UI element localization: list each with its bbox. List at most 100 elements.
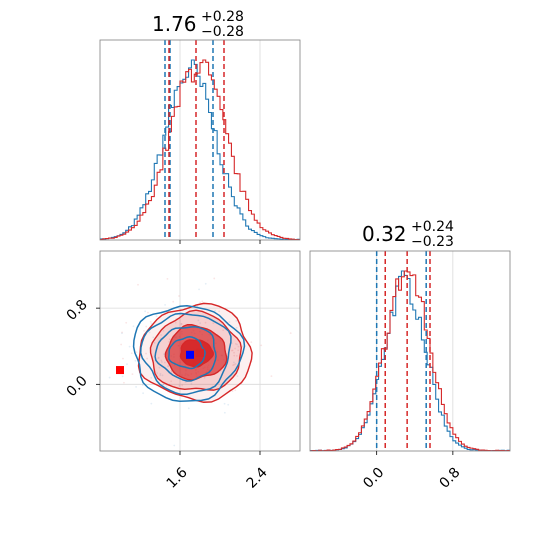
contour-line-blue-1 [154, 325, 217, 382]
scatter-point [167, 365, 169, 368]
scatter-point [236, 343, 239, 346]
tick-label-joint-x-0: 1.6 [164, 465, 191, 492]
scatter-point [160, 359, 163, 362]
scatter-point [87, 360, 89, 362]
histogram-param1-red [100, 59, 300, 240]
scatter-point [148, 331, 151, 334]
scatter-point [64, 366, 66, 368]
scatter-point [230, 349, 233, 352]
contour-line-blue-2 [139, 312, 232, 396]
scatter-point [212, 322, 215, 325]
scatter-point [125, 321, 128, 324]
scatter-point [168, 340, 171, 343]
scatter-point [222, 329, 225, 332]
scatter-point [134, 359, 137, 362]
scatter-point [143, 329, 145, 332]
tick-label-joint-x-1: 2.4 [244, 465, 271, 492]
scatter-point [237, 345, 240, 348]
scatter-point [150, 402, 153, 405]
scatter-point [178, 295, 180, 297]
scatter-point [157, 357, 160, 360]
marker-red-outlier [116, 366, 124, 375]
title-param2-minus: −0.23 [411, 234, 454, 250]
ticks-param1-x [179, 240, 261, 244]
scatter-point [128, 345, 131, 348]
ticks-param2-x: 0.0 0.8 [360, 451, 464, 492]
scatter-point [147, 311, 149, 314]
scatter-point [157, 356, 160, 359]
scatter-point [197, 319, 200, 322]
joint-markers [116, 348, 204, 375]
scatter-point [142, 392, 145, 395]
scatter-point [213, 277, 216, 280]
scatter-point [232, 364, 235, 367]
scatter-point [121, 375, 124, 378]
scatter-point [270, 375, 273, 378]
scatter-point [223, 411, 226, 414]
scatter-point [187, 407, 190, 410]
scatter-point [145, 325, 148, 328]
scatter-point [234, 347, 237, 350]
scatter-point [235, 319, 238, 322]
scatter-point [241, 345, 244, 348]
scatter-point [227, 403, 230, 406]
histogram-param2-blue [310, 270, 510, 451]
scatter-point [167, 364, 170, 367]
scatter-point [234, 389, 237, 392]
scatter-point [152, 336, 155, 339]
scatter-point [214, 309, 217, 312]
scatter-point [223, 402, 226, 405]
scatter-point [199, 322, 202, 325]
scatter-point [235, 326, 238, 329]
scatter-point [190, 382, 193, 385]
scatter-point [132, 325, 135, 328]
quantile-lines-param1 [164, 40, 225, 240]
joint-contours [132, 302, 253, 403]
scatter-point [164, 361, 166, 364]
tick-label-param2-1: 0.8 [436, 465, 463, 492]
scatter-point [289, 332, 292, 335]
scatter-point [122, 357, 124, 360]
scatter-point [156, 372, 159, 375]
scatter-point [233, 354, 236, 357]
scatter-point [159, 374, 162, 377]
scatter-point [233, 351, 235, 354]
scatter-point [218, 310, 221, 313]
scatter-point [260, 344, 263, 347]
scatter-point [181, 384, 184, 387]
contour-line-red-1 [164, 323, 228, 381]
scatter-point [184, 381, 187, 384]
scatter-point [234, 362, 237, 365]
quantile-lines-param2 [375, 251, 431, 451]
marker-red [196, 348, 204, 357]
scatter-point [231, 349, 234, 352]
scatter-point [135, 386, 137, 388]
scatter-point [158, 366, 161, 369]
scatter-point [236, 375, 239, 377]
scatter-point [121, 331, 123, 334]
title-param1-minus: −0.28 [201, 24, 244, 40]
scatter-point [144, 310, 147, 313]
frame-param1 [99, 39, 301, 241]
scatter-point [150, 322, 153, 325]
scatter-point [135, 351, 138, 354]
joint-contour-panel: 1.6 2.4 0.0 0.8 [64, 250, 301, 492]
title-param1-plus: +0.28 [201, 9, 244, 25]
scatter-point [141, 384, 144, 386]
title-param1-value: 1.76 [152, 12, 197, 36]
scatter-point [180, 323, 183, 325]
scatter-point [237, 349, 240, 352]
scatter-point [233, 363, 236, 366]
histogram-param1-blue [100, 59, 300, 240]
histogram-param2-red [310, 270, 510, 451]
scatter-point [165, 385, 168, 387]
frame-param2 [309, 250, 511, 452]
scatter-point [201, 300, 204, 303]
scatter-point [150, 376, 153, 379]
histogram-param2-panel: 0.0 0.8 [309, 250, 511, 492]
title-param2-value: 0.32 [362, 222, 407, 246]
scatter-point [145, 352, 147, 355]
grid-param2 [376, 251, 454, 451]
scatter-point [180, 323, 183, 325]
